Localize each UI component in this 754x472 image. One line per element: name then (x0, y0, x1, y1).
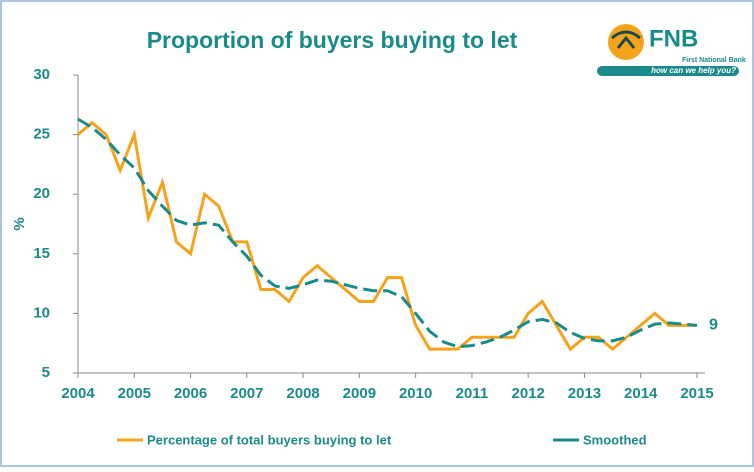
x-tick-label: 2009 (343, 385, 376, 402)
y-tick-label: 15 (33, 245, 50, 262)
logo-tree (611, 30, 641, 49)
x-tick-label: 2011 (456, 385, 489, 402)
end-label: 9 (709, 317, 718, 334)
legend-label: Percentage of total buyers buying to let (147, 432, 392, 447)
x-tick-label: 2008 (286, 385, 319, 402)
x-tick-label: 2014 (624, 385, 658, 402)
logo-name: FNB (649, 25, 698, 52)
x-tick-label: 2010 (399, 385, 432, 402)
chart-title: Proportion of buyers buying to let (147, 27, 518, 53)
y-tick-label: 30 (33, 66, 50, 83)
y-axis-label: % (11, 217, 28, 230)
series-line (77, 120, 697, 352)
logo-icon (608, 24, 644, 60)
logo: FNB First National Bank how can we help … (597, 24, 746, 76)
y-tick-label: 20 (33, 185, 50, 202)
y-tick-label: 5 (42, 364, 50, 381)
legend-label: Smoothed (583, 432, 647, 447)
y-tick-label: 25 (33, 126, 50, 143)
x-tick-label: 2004 (61, 385, 95, 402)
x-tick-label: 2007 (230, 385, 263, 402)
x-tick-label: 2012 (511, 385, 544, 402)
y-tick-label: 10 (33, 304, 50, 321)
x-tick-label: 2015 (680, 385, 713, 402)
logo-tagline: how can we help you? (651, 66, 736, 75)
x-tick-label: 2006 (174, 385, 207, 402)
x-tick-label: 2005 (118, 385, 151, 402)
logo-subtitle: First National Bank (682, 57, 746, 64)
logo-bar (597, 66, 739, 76)
series-line (77, 117, 698, 349)
x-tick-label: 2013 (568, 385, 601, 402)
